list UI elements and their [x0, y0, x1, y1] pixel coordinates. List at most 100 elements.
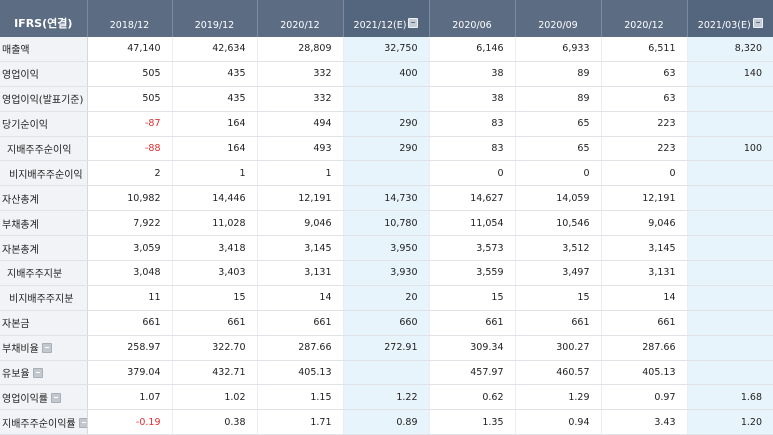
column-header-2: 2019/12 — [171, 0, 257, 37]
value-cell: 8,320 — [686, 37, 773, 62]
value-cell: 83 — [428, 111, 515, 137]
row-label: 비지배주주순이익 — [9, 169, 83, 181]
row-label-cell: 영업이익률 — [0, 384, 88, 411]
value-cell: 12,191 — [600, 185, 687, 212]
value-cell: 3,131 — [256, 260, 343, 286]
value-cell: -88 — [86, 136, 172, 162]
row-label: 영업이익률 — [2, 393, 48, 405]
row-label: 자산총계 — [2, 194, 39, 206]
value-cell — [686, 185, 773, 212]
row-label-cell: 당기순이익 — [0, 111, 88, 137]
row-total-assets: 자산총계 10,982 14,446 12,191 14,730 14,627 14,059… — [0, 185, 773, 212]
value-cell: 63 — [600, 61, 687, 87]
value-cell — [686, 111, 773, 137]
row-label-cell: 지배주주지분 — [0, 260, 88, 286]
value-cell: 0.62 — [428, 384, 515, 411]
column-header-8[interactable]: 2021/03(E) — [686, 0, 773, 37]
row-label: 매출액 — [2, 45, 30, 57]
column-header-label: 2021/03(E) — [697, 20, 751, 31]
value-cell: 3,418 — [171, 235, 257, 262]
value-cell: 32,750 — [342, 37, 429, 62]
row-label: 자본금 — [2, 319, 30, 331]
column-header-4[interactable]: 2021/12(E) — [342, 0, 429, 37]
value-cell: 505 — [86, 61, 172, 87]
value-cell: 1.29 — [514, 384, 601, 411]
value-cell: 322.70 — [171, 335, 257, 361]
row-label: 영업이익 — [2, 70, 39, 82]
row-label-cell: 유보율 — [0, 360, 88, 386]
info-icon[interactable] — [51, 392, 61, 403]
value-cell: 3,403 — [171, 260, 257, 286]
row-label: 지배주주순이익 — [7, 145, 72, 156]
value-cell: 10,780 — [342, 210, 429, 237]
value-cell: 14,059 — [514, 185, 601, 212]
row-label-cell: 부채총계 — [0, 210, 88, 237]
value-cell: 379.04 — [86, 360, 172, 386]
value-cell: 405.13 — [600, 360, 687, 386]
value-cell: 405.13 — [256, 360, 343, 386]
value-cell: 460.57 — [514, 360, 601, 386]
info-icon[interactable] — [32, 368, 43, 379]
row-label-cell: 부채비율 — [0, 335, 88, 361]
row-controlling-net-income: 지배주주순이익 -88 164 493 290 83 65 223 100 — [0, 136, 773, 162]
header-row: IFRS(연결) 2018/12 2019/12 2020/12 2021/12(E)… — [0, 0, 773, 37]
value-cell: 0 — [600, 160, 687, 187]
value-cell: 11 — [86, 285, 172, 311]
column-header-5: 2020/06 — [428, 0, 515, 37]
value-cell: 3,559 — [428, 260, 515, 286]
value-cell: 15 — [514, 285, 601, 311]
row-label-cell: 자본금 — [0, 310, 88, 336]
value-cell: 14,730 — [342, 185, 429, 212]
row-revenue: 매출액 47,140 42,634 28,809 32,750 6,146 6,933 6,5… — [0, 37, 773, 62]
info-icon[interactable] — [78, 417, 86, 428]
value-cell: 63 — [600, 86, 687, 112]
accounting-standard-header: IFRS(연결) — [0, 0, 87, 37]
value-cell — [686, 335, 773, 361]
estimate-info-icon[interactable] — [408, 18, 419, 28]
row-label: 지배주주지분 — [7, 269, 63, 281]
row-label: 당기순이익 — [2, 120, 48, 132]
value-cell: 65 — [514, 136, 601, 162]
value-cell: 661 — [171, 310, 257, 336]
value-cell: 661 — [514, 310, 601, 336]
value-cell: 6,511 — [600, 37, 687, 62]
value-cell: 65 — [514, 111, 601, 137]
row-label-cell: 매출액 — [0, 37, 88, 62]
value-cell: 300.27 — [514, 335, 601, 361]
value-cell: 505 — [86, 86, 172, 112]
column-header-1: 2018/12 — [86, 0, 172, 37]
value-cell: 287.66 — [256, 335, 343, 361]
value-cell: 42,634 — [171, 37, 257, 62]
value-cell: 3,145 — [256, 235, 343, 262]
value-cell: 0.97 — [600, 384, 687, 411]
row-label: 지배주주순이익률 — [2, 418, 76, 430]
row-controlling-net-margin: 지배주주순이익률 -0.19 0.38 1.71 0.89 1.35 0.94 3.43 1.2… — [0, 409, 773, 435]
value-cell: 28,809 — [256, 37, 343, 62]
row-reserve-ratio: 유보율 379.04 432.71 405.13 457.97 460.57 405.13 — [0, 360, 773, 386]
value-cell: 140 — [686, 61, 773, 87]
value-cell: 3,145 — [600, 235, 687, 262]
value-cell: 661 — [428, 310, 515, 336]
value-cell: 1.35 — [428, 409, 515, 435]
value-cell: 3,048 — [86, 260, 172, 286]
row-operating-margin: 영업이익률 1.07 1.02 1.15 1.22 0.62 1.29 0.97 1.68 — [0, 384, 773, 411]
value-cell: 9,046 — [600, 210, 687, 237]
value-cell: 3,573 — [428, 235, 515, 262]
row-net-income: 당기순이익 -87 164 494 290 83 65 223 — [0, 111, 773, 137]
value-cell: 14 — [600, 285, 687, 311]
estimate-info-icon[interactable] — [752, 18, 763, 28]
value-cell: 3,059 — [86, 235, 172, 262]
row-total-liabilities: 부채총계 7,922 11,028 9,046 10,780 11,054 10,546 9,… — [0, 210, 773, 237]
value-cell: 272.91 — [342, 335, 429, 361]
column-header-label: 2018/12 — [109, 20, 150, 31]
row-capital-stock: 자본금 661 661 661 660 661 661 661 — [0, 310, 773, 336]
column-header-label: 2020/06 — [452, 20, 492, 31]
value-cell: 1.07 — [86, 384, 172, 411]
value-cell: 660 — [342, 310, 429, 336]
value-cell: 290 — [342, 111, 429, 137]
value-cell: 223 — [600, 111, 687, 137]
value-cell: 0.38 — [171, 409, 257, 435]
info-icon[interactable] — [41, 343, 52, 354]
value-cell: 15 — [171, 285, 257, 311]
row-label: 부채비율 — [2, 344, 39, 356]
